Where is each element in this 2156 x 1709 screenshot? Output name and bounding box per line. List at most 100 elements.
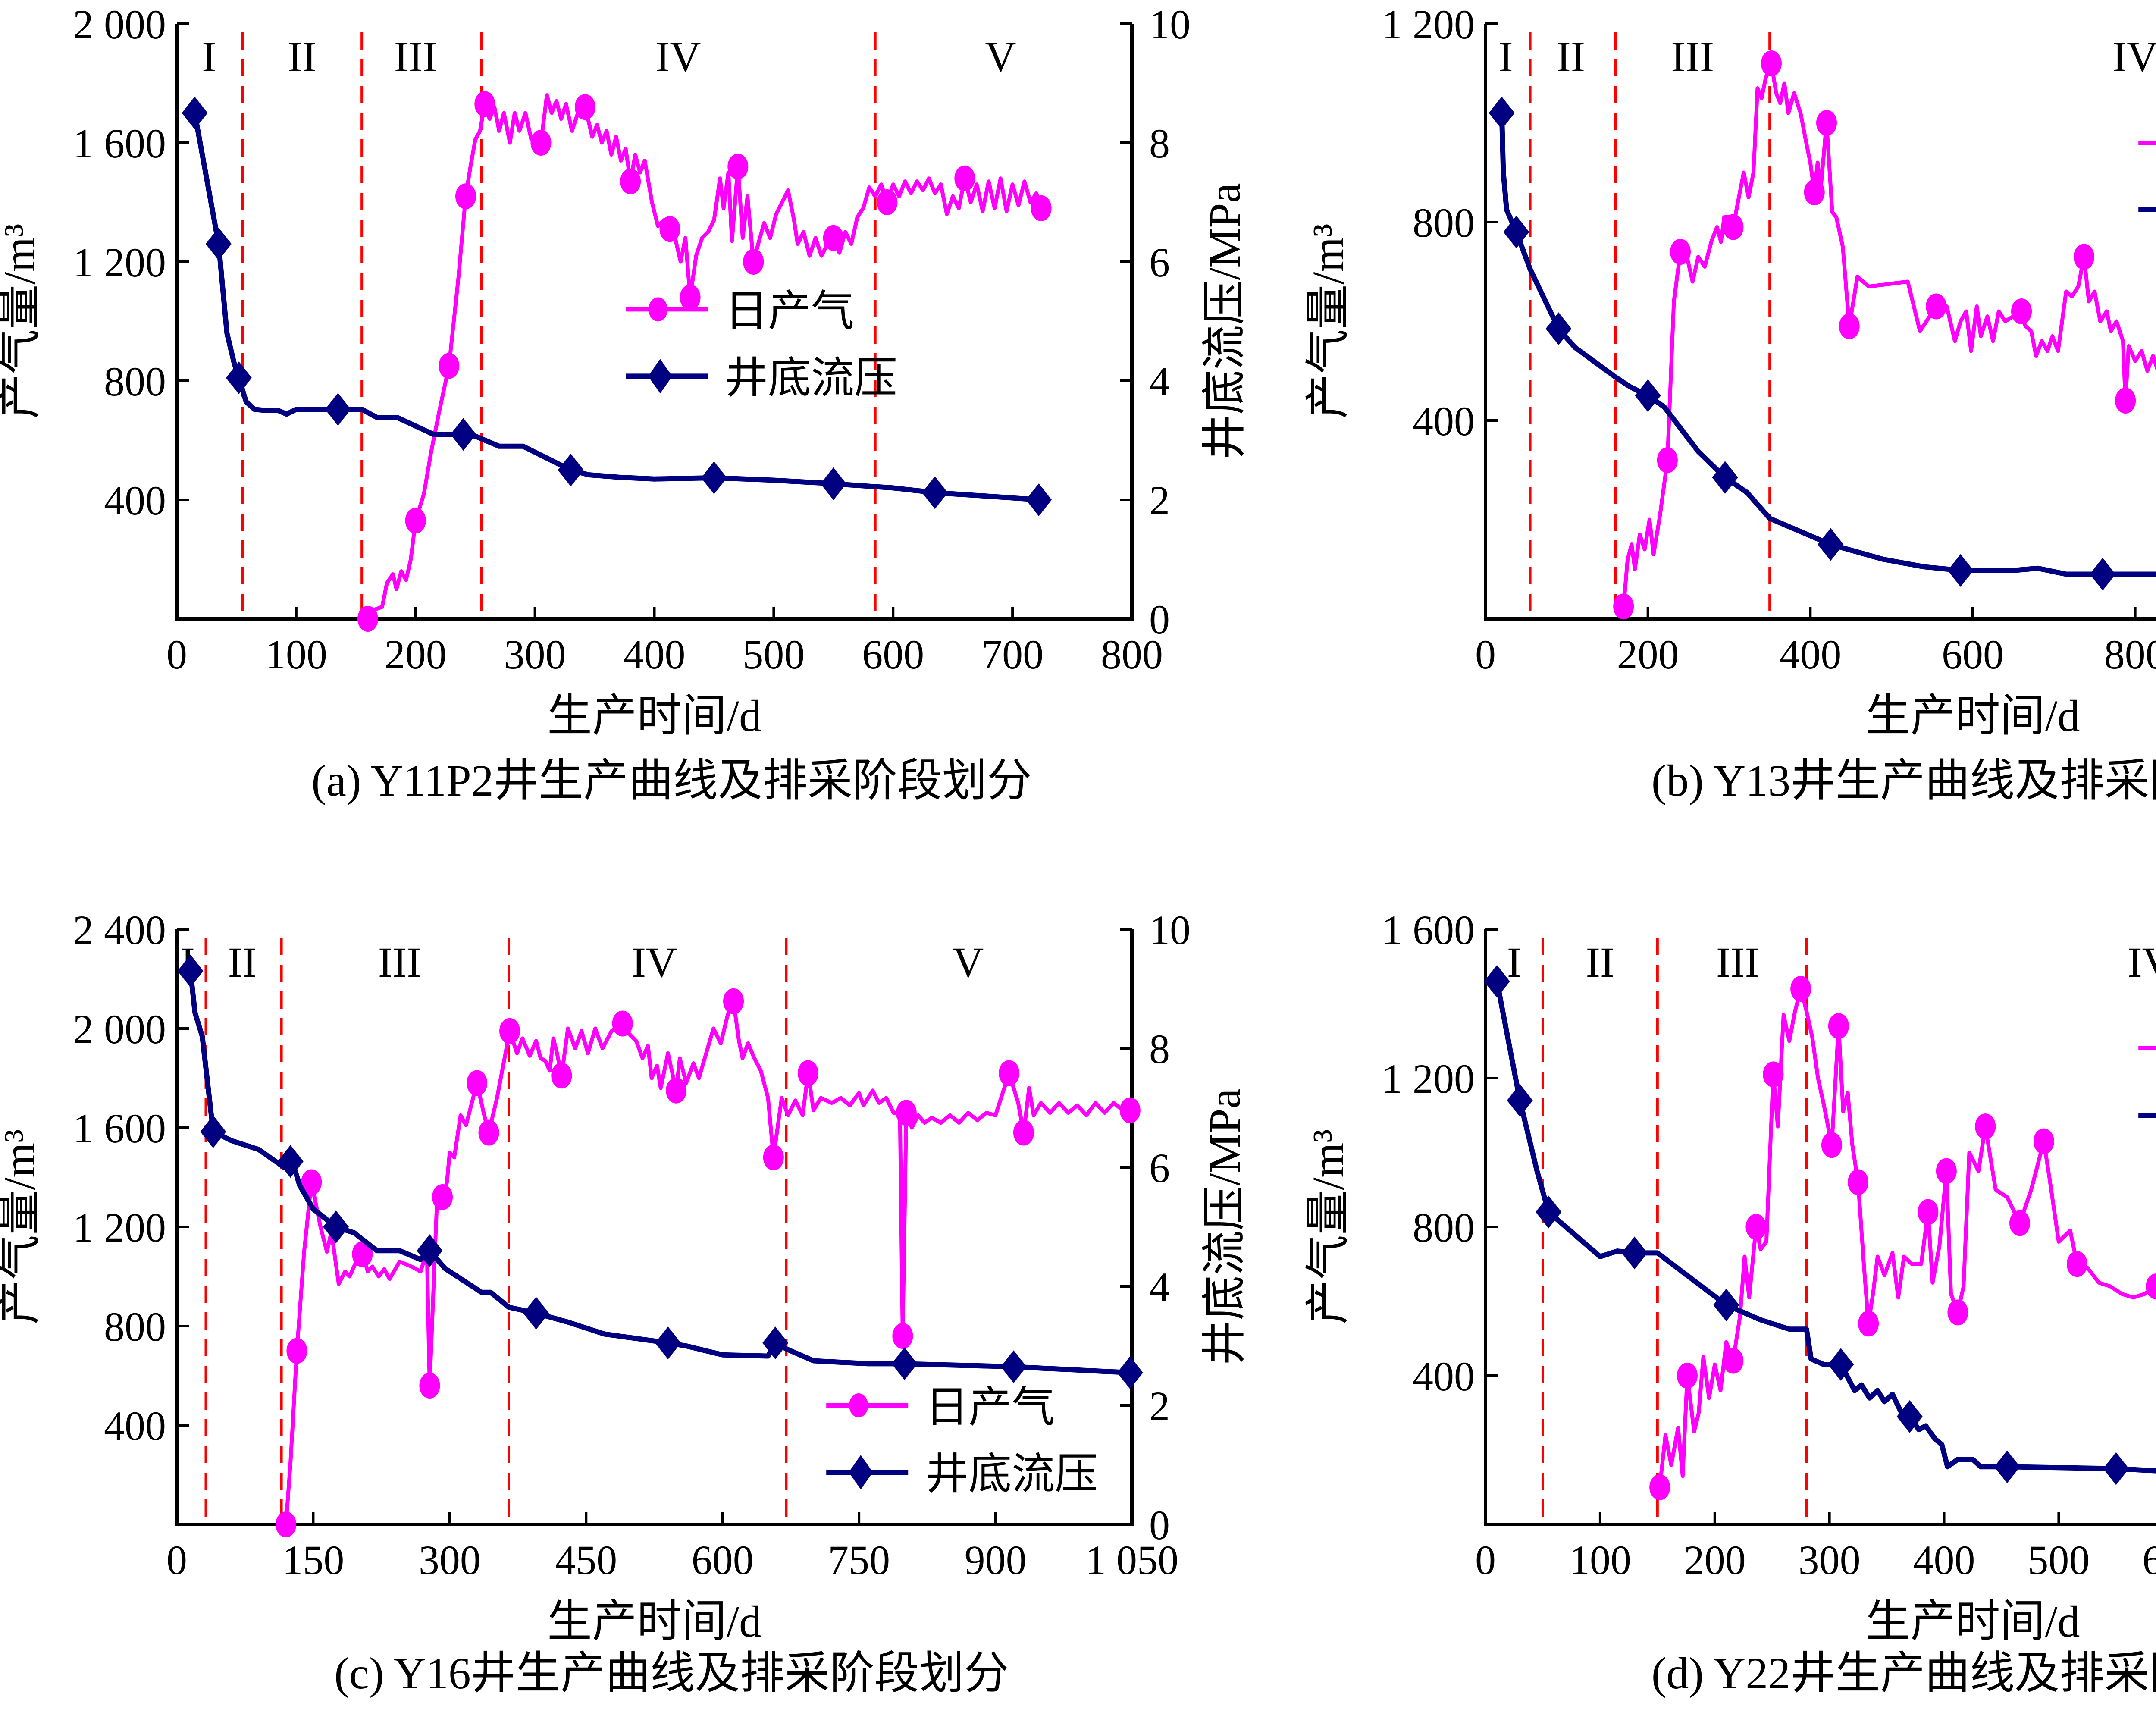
x-tick-label: 600 xyxy=(862,631,924,677)
gas-production-point xyxy=(798,1060,819,1086)
legend-pressure-label: 井底流压 xyxy=(725,354,897,402)
phase-label: III xyxy=(1671,33,1714,81)
bottomhole-pressure-point xyxy=(1545,312,1572,345)
gas-production-point xyxy=(432,1184,453,1210)
legend-pressure-label: 井底流压 xyxy=(925,1450,1098,1498)
bottomhole-pressure-point xyxy=(177,954,204,988)
y-tick-label: 1 600 xyxy=(1382,907,1475,953)
y2-tick-label: 10 xyxy=(1149,1,1191,47)
gas-production-line xyxy=(284,999,1130,1525)
gas-production-point xyxy=(467,1070,488,1096)
bottomhole-pressure-point xyxy=(2103,1452,2129,1485)
gas-production-point xyxy=(1677,1363,1698,1389)
x-tick-label: 0 xyxy=(1475,631,1496,677)
gas-production-point xyxy=(1804,179,1825,205)
y2-tick-label: 10 xyxy=(1149,907,1191,953)
gas-production-point xyxy=(1790,976,1811,1002)
gas-production-point xyxy=(1761,50,1782,76)
y2-tick-label: 8 xyxy=(1149,120,1170,166)
y-tick-label: 1 200 xyxy=(1382,1056,1475,1102)
gas-production-point xyxy=(896,1100,917,1126)
y2-tick-label: 0 xyxy=(1149,1502,1170,1548)
gas-production-point xyxy=(2066,1251,2087,1277)
panel-caption: (c) Y16井生产曲线及排采阶段划分 xyxy=(334,1649,1009,1698)
x-tick-label: 100 xyxy=(265,631,327,677)
x-tick-label: 200 xyxy=(1617,631,1679,677)
phase-label: III xyxy=(1716,938,1759,986)
phase-label: II xyxy=(1586,938,1615,986)
gas-production-point xyxy=(1723,214,1744,240)
x-tick-label: 0 xyxy=(1475,1537,1496,1583)
gas-production-point xyxy=(474,91,495,117)
phase-label: I xyxy=(1507,938,1521,986)
bottomhole-pressure-line xyxy=(188,970,1131,1376)
gas-production-point xyxy=(743,249,764,275)
x-tick-label: 300 xyxy=(504,631,566,677)
bottomhole-pressure-point xyxy=(523,1297,549,1330)
gas-production-point xyxy=(763,1145,784,1170)
gas-production-point xyxy=(1657,447,1678,473)
panel-caption: (d) Y22井生产曲线及排采阶段划分 xyxy=(1651,1649,2156,1698)
bottomhole-pressure-point xyxy=(1635,379,1661,412)
x-tick-label: 600 xyxy=(2142,1537,2156,1583)
y2-tick-label: 6 xyxy=(1149,1145,1170,1191)
bottomhole-pressure-point xyxy=(450,418,476,451)
gas-production-point xyxy=(1013,1119,1034,1146)
gas-production-point xyxy=(357,606,378,632)
gas-production-point xyxy=(1926,293,1947,320)
x-tick-label: 700 xyxy=(981,631,1044,677)
phase-label: III xyxy=(394,33,437,81)
gas-production-point xyxy=(2115,388,2136,414)
x-tick-label: 400 xyxy=(624,631,686,677)
gas-production-point xyxy=(1745,1214,1767,1240)
gas-production-point xyxy=(2009,1210,2031,1236)
y2-axis-title: 井底流压/MPa xyxy=(1200,1088,1250,1365)
panel-d-y22: IIIIIIIV01002003004005006007008004008001… xyxy=(1304,907,2156,1698)
x-tick-label: 900 xyxy=(965,1537,1027,1583)
y-tick-label: 2 400 xyxy=(73,907,166,953)
gas-production-point xyxy=(1670,239,1691,265)
x-tick-label: 600 xyxy=(1942,631,2004,677)
y-tick-label: 800 xyxy=(1413,1204,1475,1251)
legend-pressure-marker xyxy=(648,359,673,394)
y2-tick-label: 8 xyxy=(1149,1026,1170,1072)
x-tick-label: 400 xyxy=(1913,1537,1975,1583)
gas-production-line xyxy=(1658,987,2156,1488)
gas-production-point xyxy=(2146,1273,2156,1299)
y-tick-label: 1 200 xyxy=(1382,1,1475,47)
y-axis-title: 产气量/m³ xyxy=(0,224,44,419)
gas-production-point xyxy=(2074,244,2095,270)
gas-production-point xyxy=(659,216,680,242)
bottomhole-pressure-point xyxy=(417,1234,443,1267)
x-tick-label: 800 xyxy=(2104,631,2156,677)
x-tick-label: 600 xyxy=(692,1537,754,1583)
panel-caption: (b) Y13井生产曲线及排采阶段划分 xyxy=(1651,756,2156,806)
phase-label: IV xyxy=(2112,33,2156,81)
phase-label: IV xyxy=(655,33,701,81)
y2-tick-label: 2 xyxy=(1149,1383,1170,1429)
y-axis-title: 产气量/m³ xyxy=(0,1129,44,1325)
gas-production-point xyxy=(1828,1013,1849,1039)
bottomhole-pressure-point xyxy=(1818,528,1844,561)
x-tick-label: 800 xyxy=(1101,631,1163,677)
bottomhole-pressure-point xyxy=(205,227,232,260)
bottomhole-pressure-point xyxy=(323,1210,349,1243)
bottomhole-pressure-point xyxy=(325,393,351,426)
bottomhole-pressure-point xyxy=(1503,216,1529,248)
y-tick-label: 400 xyxy=(1413,1353,1475,1399)
y2-tick-label: 2 xyxy=(1149,477,1170,524)
x-tick-label: 150 xyxy=(282,1537,344,1583)
x-tick-label: 300 xyxy=(419,1537,481,1583)
bottomhole-pressure-point xyxy=(1713,1289,1739,1322)
gas-production-point xyxy=(1947,1299,1968,1326)
gas-production-point xyxy=(1031,195,1052,221)
bottomhole-pressure-point xyxy=(1026,483,1052,516)
gas-production-point xyxy=(612,1010,633,1037)
phase-label: V xyxy=(985,33,1016,81)
phase-label: IV xyxy=(2128,938,2156,986)
legend-gas-label: 日产气 xyxy=(925,1383,1055,1431)
bottomhole-pressure-point xyxy=(277,1145,304,1178)
gas-production-point xyxy=(1975,1113,1996,1140)
bottomhole-pressure-point xyxy=(2090,558,2116,591)
